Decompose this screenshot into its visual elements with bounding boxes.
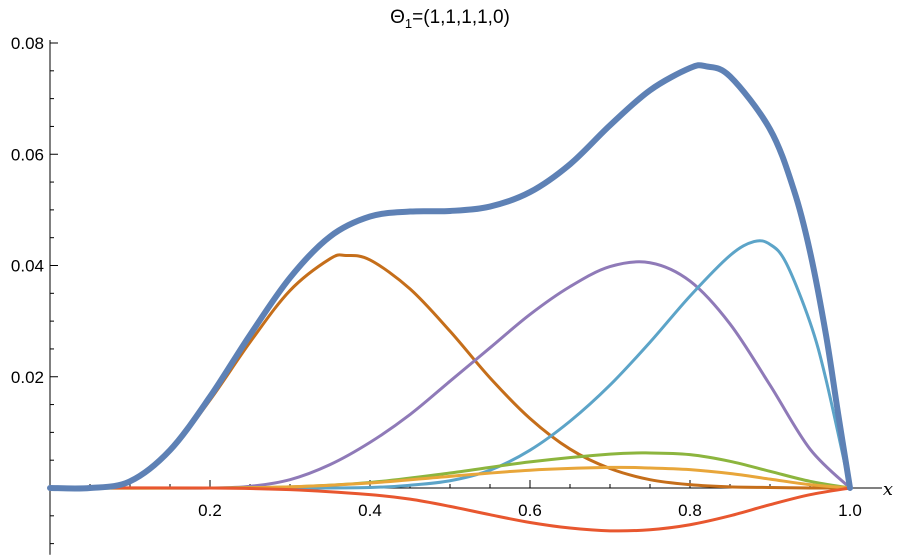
series-layer [47,62,853,533]
x-axis-title: x [883,479,893,500]
series-line-4 [48,239,852,490]
y-tick-label: 0.04 [11,257,44,276]
axes: 0.2 0.4 0.6 0.8 1.0 0.02 0.04 0.06 0.08 [11,34,882,555]
chart-title-subscript: 1 [405,16,412,31]
chart-title: Θ1=(1,1,1,1,0) [390,7,510,31]
y-tick-label: 0.06 [11,145,44,164]
series-line-7 [48,486,852,533]
y-tick-label: 0.02 [11,368,44,387]
series-line-5 [48,451,852,490]
y-tick-label: 0.08 [11,34,44,53]
x-tick-label: 0.8 [678,501,702,520]
x-tick-label: 1.0 [838,501,862,520]
x-tick-label: 0.6 [518,501,542,520]
chart-title-rest: =(1,1,1,1,0) [412,7,510,28]
x-tick-label: 0.2 [198,501,222,520]
x-tick-label: 0.4 [358,501,382,520]
series-line-1 [47,62,853,492]
chart-title-main: Θ [390,7,405,28]
